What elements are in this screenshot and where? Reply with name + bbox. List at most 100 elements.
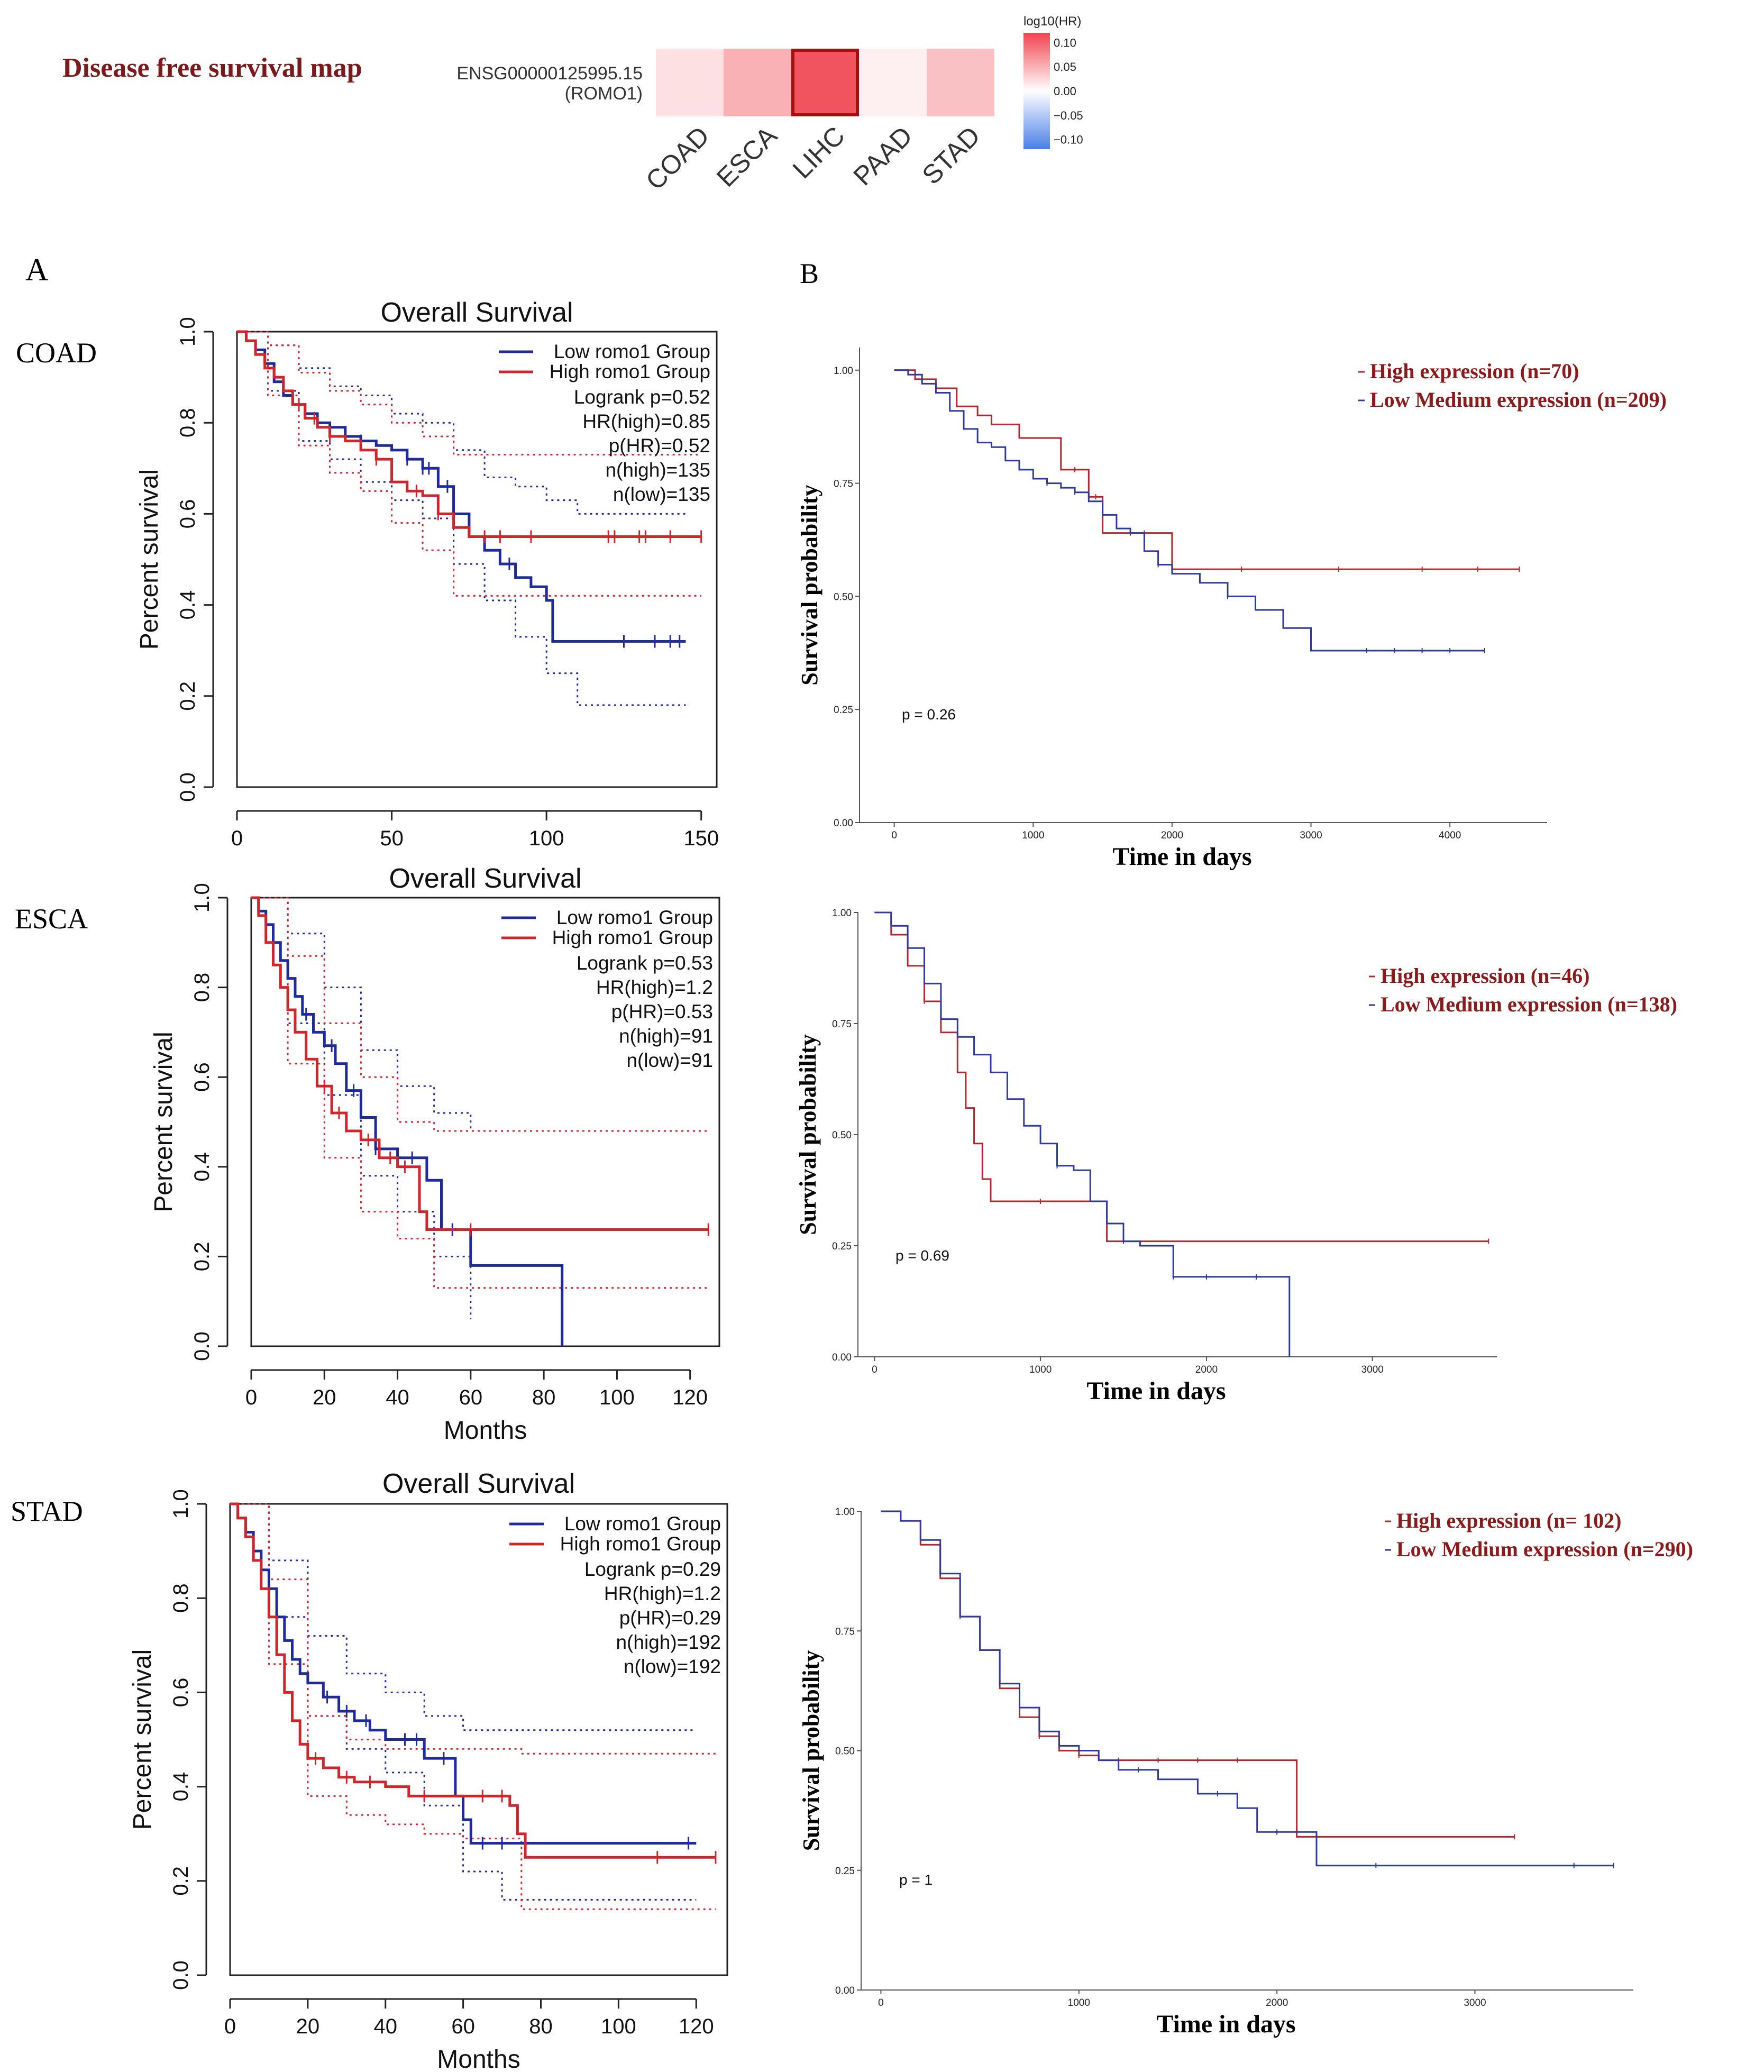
x-tick-label: 40 — [386, 1386, 409, 1409]
y-tick-label: 0.4 — [169, 1772, 193, 1802]
x-tick-label: 3000 — [1464, 1997, 1486, 2009]
chart-coad-a: COAD Overall Survival 0 50 100 150 0.0 0.2 0.4 0.… — [16, 297, 719, 850]
legend-label-low-medium-expression-n-290: Low Medium expression (n=290) — [1396, 1537, 1693, 1561]
heatmap-color-scale — [1023, 33, 1050, 149]
heatmap-cancer-label-lihc: LIHC — [787, 121, 851, 184]
x-tick-label: 2000 — [1266, 1997, 1288, 2009]
stat-text: n(low)=135 — [613, 483, 710, 505]
ci-band-high-romo1-group-upper — [251, 897, 709, 1132]
chart-esca-a: ESCA Overall Survival 0 20 40 60 80 100 120 Month… — [15, 863, 720, 1445]
p-value: p = 0.26 — [902, 706, 956, 723]
x-tick-label: 80 — [529, 2015, 553, 2038]
heatmap-cell-coad — [656, 49, 724, 116]
legend-label-low-medium-expression-n-138: Low Medium expression (n=138) — [1381, 992, 1677, 1016]
x-tick-label: 60 — [459, 1386, 483, 1409]
y-tick-label: 0.6 — [190, 1062, 214, 1092]
x-tick-label: 120 — [672, 1386, 708, 1409]
legend-label-low-romo1-group: Low romo1 Group — [564, 1513, 721, 1535]
stat-text: HR(high)=0.85 — [582, 410, 710, 432]
chart-esca-b: 0.00 0.25 0.50 0.75 1.00 0 1000 2000 3000 Time in… — [795, 908, 1677, 1405]
x-axis-label: Months — [437, 2046, 520, 2072]
ci-band-high-romo1-group-upper — [237, 331, 701, 455]
y-tick-label: 0.25 — [835, 1866, 855, 1877]
y-tick-label: 0.75 — [835, 1626, 855, 1637]
stat-text: n(low)=192 — [624, 1656, 721, 1677]
series-line-low-medium-expression-n-290 — [881, 1510, 1614, 1867]
heatmap-cancer-label-paad: PAAD — [848, 121, 918, 191]
y-tick-label: 0.8 — [169, 1583, 193, 1613]
y-tick-label: 1.0 — [169, 1489, 193, 1519]
y-tick-label: 0.50 — [832, 1130, 852, 1141]
heatmap-legend-tick: 0.05 — [1054, 60, 1076, 74]
y-tick-label: 0.25 — [832, 1241, 852, 1252]
row-label-esca: ESCA — [15, 903, 88, 935]
heatmap-gene-symbol: (ROMO1) — [565, 84, 643, 104]
p-value: p = 0.69 — [895, 1247, 949, 1264]
y-tick-label: 0.6 — [176, 499, 199, 529]
row-label-coad: COAD — [16, 337, 97, 369]
y-axis-label: Percent survival — [150, 1032, 178, 1212]
ci-band-high-romo1-group-lower — [251, 897, 709, 1289]
panel-a-label: A — [25, 252, 48, 287]
x-tick-label: 0 — [245, 1386, 257, 1409]
x-tick-label: 60 — [451, 2015, 475, 2038]
stat-text: Logrank p=0.52 — [574, 386, 710, 408]
stat-text: p(HR)=0.52 — [609, 435, 710, 457]
heatmap-gene-id: ENSG00000125995.15 — [456, 63, 643, 84]
heatmap-title: Disease free survival map — [62, 53, 362, 83]
heatmap-cell-esca — [724, 49, 791, 116]
series-line-low-medium-expression-n-138 — [874, 911, 1291, 1357]
legend-label-low-romo1-group: Low romo1 Group — [556, 907, 713, 928]
y-tick-label: 1.0 — [176, 317, 199, 346]
chart-stad-b: 0.00 0.25 0.50 0.75 1.00 0 1000 2000 3000 Time in… — [798, 1507, 1693, 2038]
y-tick-label: 0.0 — [169, 1960, 193, 1990]
x-tick-label: 100 — [599, 1386, 635, 1409]
y-tick-label: 1.00 — [834, 366, 853, 377]
y-tick-label: 0.8 — [176, 408, 199, 437]
chart-title: Overall Survival — [380, 297, 573, 328]
chart-stad-a: STAD Overall Survival 0 20 40 60 80 100 120 Month… — [11, 1468, 728, 2072]
heatmap-cell-paad — [859, 49, 927, 116]
legend-label-low-romo1-group: Low romo1 Group — [554, 341, 710, 362]
x-axis-label: Months — [444, 1417, 527, 1445]
x-tick-label: 100 — [529, 827, 564, 850]
y-axis-label: Percent survival — [129, 1649, 157, 1830]
series-line-high-romo1-group — [230, 1502, 716, 1859]
x-axis-label: Time in days — [1086, 1377, 1226, 1405]
series-line-high-expression-n-102 — [881, 1510, 1515, 1838]
y-tick-label: 0.6 — [169, 1678, 193, 1708]
y-tick-label: 1.0 — [190, 883, 214, 912]
series-line-low-romo1-group — [230, 1502, 697, 1845]
series-line-high-romo1-group — [237, 330, 701, 538]
x-tick-label: 40 — [374, 2015, 398, 2038]
p-value: p = 1 — [899, 1872, 933, 1888]
chart-title: Overall Survival — [382, 1468, 575, 1499]
y-tick-label: 0.0 — [190, 1331, 214, 1361]
stat-text: p(HR)=0.53 — [611, 1001, 713, 1023]
y-tick-label: 1.00 — [835, 1507, 855, 1518]
x-tick-label: 4000 — [1439, 830, 1461, 841]
y-tick-label: 0.75 — [832, 1019, 852, 1030]
stat-text: n(high)=91 — [619, 1025, 713, 1047]
heatmap-legend-tick: 0.00 — [1054, 85, 1076, 98]
y-axis-label: Survival probability — [797, 485, 822, 685]
y-tick-label: 0.2 — [190, 1242, 214, 1272]
y-tick-label: 1.00 — [832, 908, 852, 919]
heatmap-legend-title: log10(HR) — [1023, 14, 1081, 29]
ci-band-low-romo1-group-upper — [230, 1503, 697, 1731]
y-tick-label: 0.0 — [176, 772, 199, 802]
y-axis-label: Survival probability — [795, 1034, 821, 1235]
x-tick-label: 2000 — [1161, 830, 1183, 841]
series-line-high-expression-n-46 — [874, 911, 1489, 1243]
x-tick-label: 2000 — [1195, 1364, 1218, 1375]
heatmap-cancer-label-esca: ESCA — [711, 121, 783, 193]
stat-text: p(HR)=0.29 — [619, 1607, 721, 1629]
x-tick-label: 0 — [891, 830, 897, 841]
y-axis-label: Survival probability — [798, 1650, 824, 1851]
stat-text: n(low)=91 — [626, 1049, 713, 1071]
chart-title: Overall Survival — [389, 863, 581, 894]
heatmap-cancer-label-stad: STAD — [917, 121, 986, 190]
y-tick-label: 0.00 — [832, 1352, 852, 1363]
x-tick-label: 0 — [878, 1997, 884, 2009]
